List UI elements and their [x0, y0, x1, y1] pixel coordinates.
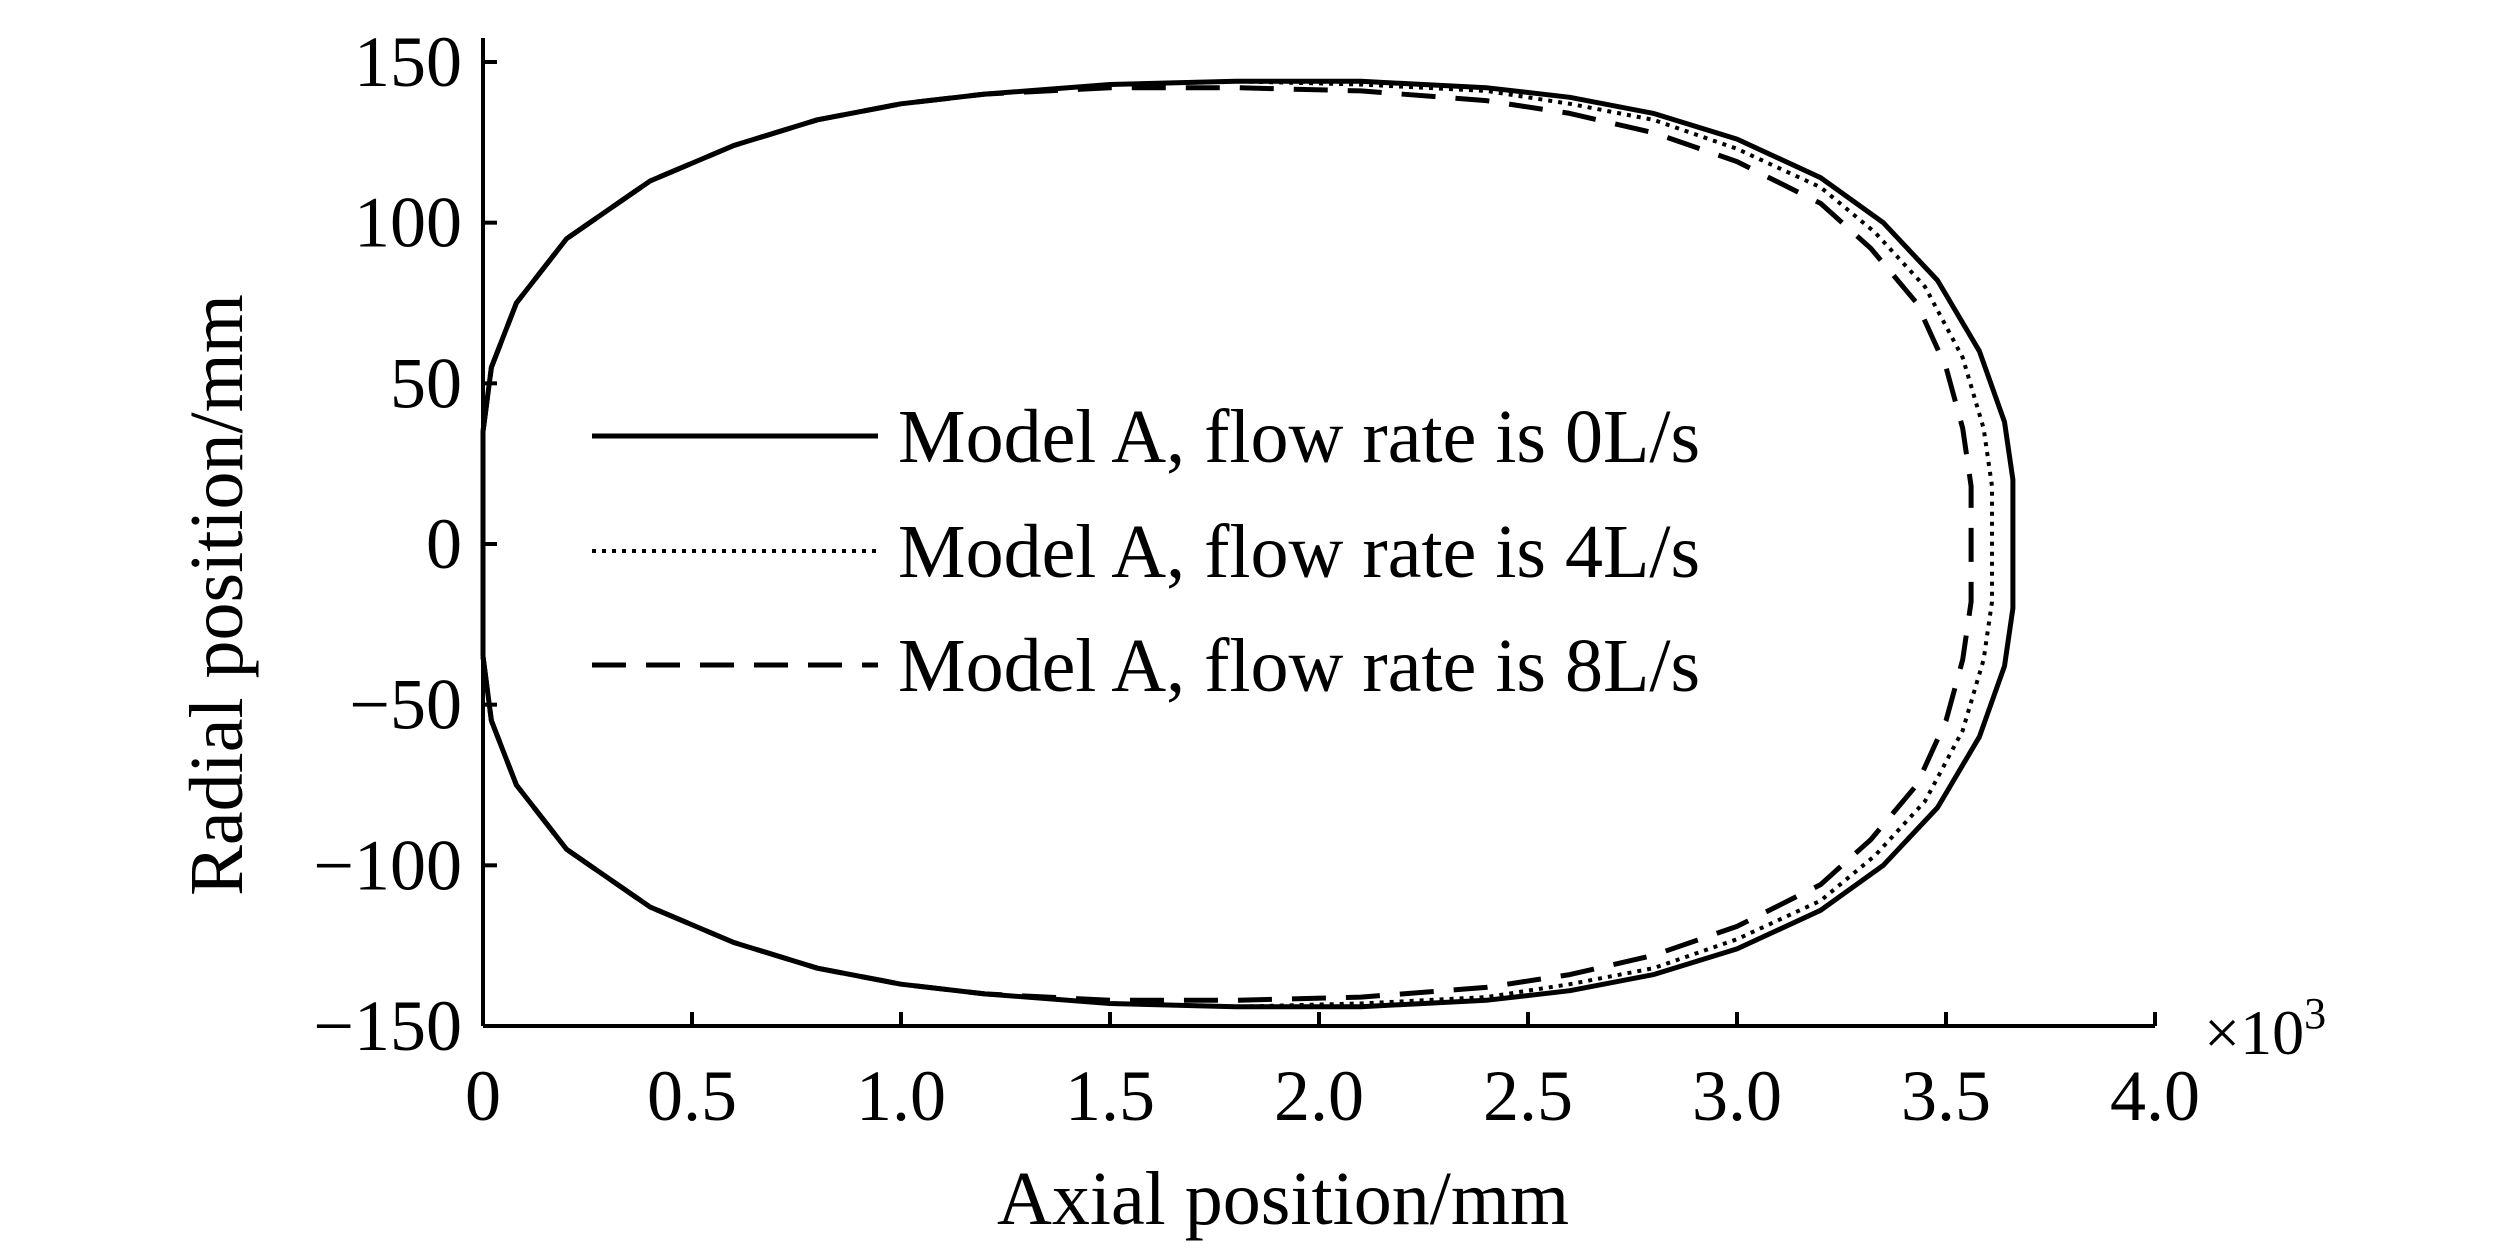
y-tick-label: −100	[313, 825, 462, 905]
x-tick-label: 3.5	[1901, 1056, 1991, 1136]
legend-label-1: Model A, flow rate is 0L/s	[898, 395, 1700, 479]
y-tick-label: −150	[313, 986, 462, 1066]
y-tick-label: −50	[349, 665, 462, 745]
y-tick-label: 150	[354, 22, 462, 102]
legend-label-3: Model A, flow rate is 8L/s	[898, 624, 1700, 708]
legend: Model A, flow rate is 0L/s Model A, flow …	[592, 395, 1700, 708]
y-tick-label: 0	[426, 504, 462, 584]
series-line-3	[480, 85, 1974, 1003]
x-tick-label: 2.5	[1483, 1056, 1573, 1136]
plot-area: 0 0.5 1.0 1.5 2.0 2.5 3.0 3.5 4.0 150 100 50 0 −50 −1…	[313, 22, 2200, 1136]
y-tick-label: 50	[390, 343, 462, 423]
series-layer	[480, 78, 2016, 1010]
x-tick-label: 1.0	[856, 1056, 946, 1136]
y-ticks: 150 100 50 0 −50 −100 −150	[313, 22, 497, 1066]
y-tick-label: 100	[354, 183, 462, 263]
x-tick-label: 1.5	[1065, 1056, 1155, 1136]
x-tick-label: 4.0	[2110, 1056, 2200, 1136]
legend-label-2: Model A, flow rate is 4L/s	[898, 510, 1700, 594]
x-ticks: 0 0.5 1.0 1.5 2.0 2.5 3.0 3.5 4.0	[465, 1012, 2200, 1136]
x-multiplier-exponent: 3	[2304, 989, 2326, 1038]
x-multiplier-base: ×10	[2204, 997, 2304, 1068]
x-tick-label: 3.0	[1692, 1056, 1782, 1136]
y-axis-label: Radial position/mm	[175, 294, 259, 896]
x-tick-label: 0	[465, 1056, 501, 1136]
x-multiplier: ×103	[2204, 989, 2326, 1068]
x-tick-label: 2.0	[1274, 1056, 1364, 1136]
x-tick-label: 0.5	[647, 1056, 737, 1136]
x-axis-label: Axial position/mm	[997, 1157, 1569, 1241]
